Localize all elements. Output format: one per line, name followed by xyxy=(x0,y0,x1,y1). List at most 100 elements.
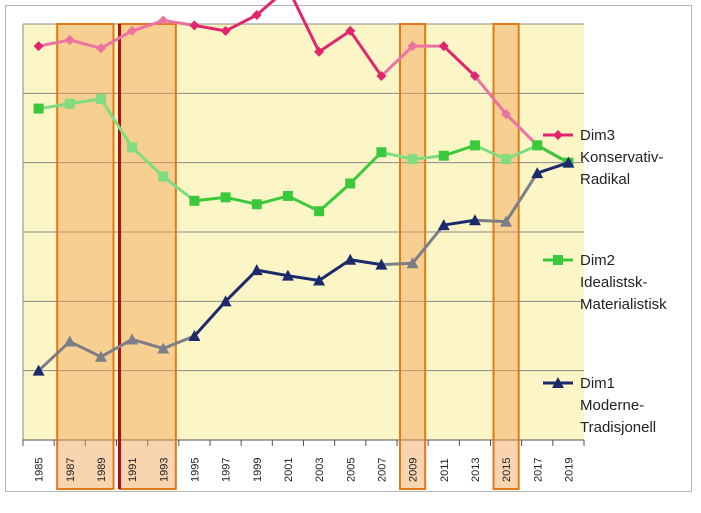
series-line-segment xyxy=(317,181,352,213)
x-tick-label: 2009 xyxy=(408,458,420,482)
series-line-segment xyxy=(379,44,415,78)
data-point xyxy=(375,258,388,270)
data-point xyxy=(95,43,106,54)
data-point xyxy=(469,140,480,151)
data-point xyxy=(281,269,294,281)
series-line-segment xyxy=(473,218,508,224)
data-point xyxy=(32,364,45,376)
series-line-segment xyxy=(286,194,321,213)
series-line-segment xyxy=(442,218,477,227)
series-line-segment xyxy=(224,268,259,303)
series-line-segment xyxy=(255,268,290,278)
series-line-segment xyxy=(255,0,277,17)
data-point xyxy=(251,199,262,210)
legend-marker xyxy=(553,130,563,140)
data-point xyxy=(437,219,450,231)
data-point xyxy=(127,142,138,153)
x-tick-label: 2015 xyxy=(501,458,513,482)
x-tick-label: 1991 xyxy=(127,458,139,482)
legend-item: Dim2 Idealistsk- Materialistisk xyxy=(543,252,667,313)
x-tick-label: 2019 xyxy=(563,458,575,482)
legend-label: Radikal xyxy=(580,171,630,188)
data-point xyxy=(344,253,357,265)
data-point xyxy=(314,46,325,57)
x-tick-label: 2011 xyxy=(439,458,451,482)
series-line-segment xyxy=(504,143,539,161)
data-point xyxy=(376,71,387,81)
legend-item: Dim1 Moderne- Tradisjonell xyxy=(543,375,656,436)
data-point xyxy=(314,206,325,217)
series-line-segment xyxy=(37,38,72,48)
data-point xyxy=(501,154,512,165)
data-point xyxy=(63,335,76,347)
legend-label: Moderne- xyxy=(580,397,644,414)
highlight-band xyxy=(56,23,115,490)
legend-label: Dim2 xyxy=(580,252,615,269)
legend: Dim3 Konservativ- Radikal Dim2 Idealistsk- Ma… xyxy=(543,127,667,436)
series-line-segment xyxy=(192,195,228,203)
x-tick-label: 1999 xyxy=(252,458,264,482)
series-line-segment xyxy=(161,334,196,350)
series-line-segment xyxy=(224,13,259,33)
data-point xyxy=(220,192,231,203)
data-point xyxy=(406,257,419,269)
data-point xyxy=(219,295,232,307)
x-tick-label: 2017 xyxy=(532,458,544,482)
series-line-segment xyxy=(348,29,383,78)
data-point xyxy=(407,41,418,52)
data-point xyxy=(94,350,107,362)
highlight-band xyxy=(118,23,177,490)
series-line-segment xyxy=(504,112,539,147)
x-tick-label: 1993 xyxy=(158,458,170,482)
data-point xyxy=(189,195,200,206)
series-line-segment xyxy=(224,195,259,206)
series-line-segment xyxy=(411,154,446,161)
data-point xyxy=(33,103,44,114)
series-layer xyxy=(32,0,575,376)
data-point xyxy=(282,190,293,201)
data-point xyxy=(345,25,356,36)
data-point xyxy=(438,150,449,161)
legend-marker xyxy=(553,255,563,265)
data-point xyxy=(126,333,139,345)
x-tick-label: 2003 xyxy=(314,458,326,482)
data-point xyxy=(531,167,544,179)
series-line-segment xyxy=(68,97,103,106)
series-line-segment xyxy=(348,150,383,185)
data-point xyxy=(188,330,201,341)
series-line-segment xyxy=(68,340,103,359)
series-line-segment xyxy=(130,337,165,350)
series-line-segment xyxy=(99,97,134,149)
series-line-segment xyxy=(68,38,103,50)
data-point xyxy=(251,9,262,20)
series-line-segment xyxy=(379,261,415,267)
data-point xyxy=(127,25,138,36)
data-point xyxy=(345,178,356,189)
x-tick-label: 2007 xyxy=(376,458,388,482)
x-tick-label: 1995 xyxy=(189,458,201,482)
series-line-segment xyxy=(37,102,72,111)
series-line-segment xyxy=(317,258,352,283)
legend-label: Idealistsk- xyxy=(580,274,648,291)
series-line-segment xyxy=(99,337,134,359)
series-triangle xyxy=(32,156,575,376)
x-tick-label: 1997 xyxy=(221,458,233,482)
series-line-segment xyxy=(535,143,570,165)
data-point xyxy=(158,171,169,182)
legend-label: Dim3 xyxy=(580,127,615,144)
x-tick-label: 2001 xyxy=(283,458,295,482)
series-line-segment xyxy=(161,19,196,27)
series-line-segment xyxy=(473,143,508,161)
x-tick-label: 1985 xyxy=(34,458,46,482)
series-line-segment xyxy=(442,44,477,78)
x-tick-label: 1987 xyxy=(65,458,77,482)
series-line-segment xyxy=(192,299,228,338)
series-line-segment xyxy=(130,145,165,179)
x-axis-ticks: 1985 1987 1989 1991 1993 1995 1997 1999 2001 2003… xyxy=(34,458,576,482)
legend-label: Materialistisk xyxy=(580,296,667,313)
legend-marker xyxy=(552,377,564,388)
series-line-segment xyxy=(411,223,446,265)
data-point xyxy=(500,215,513,227)
data-point xyxy=(501,109,512,120)
